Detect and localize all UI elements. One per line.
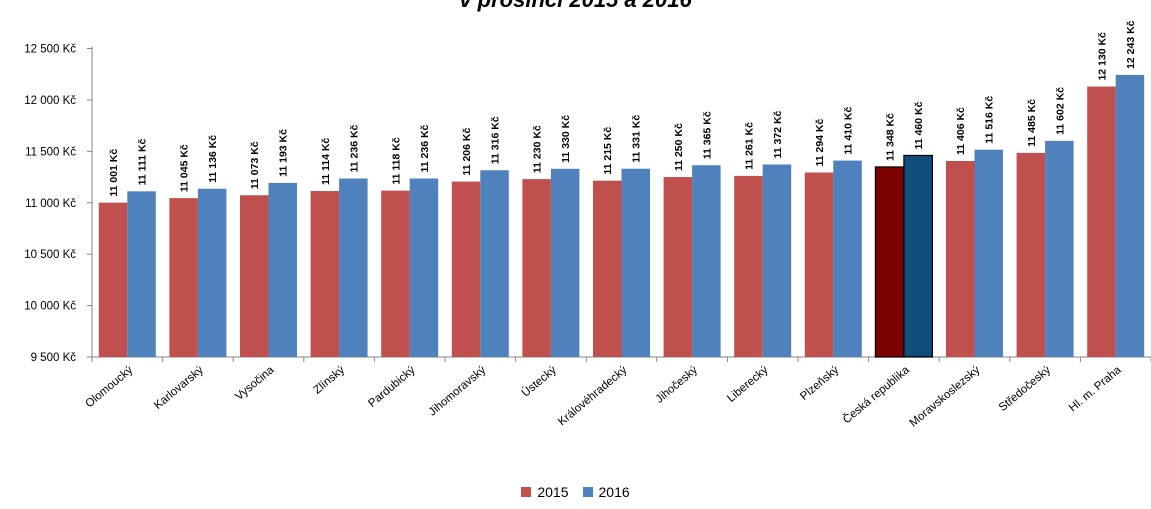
bar-2016[interactable] — [833, 160, 862, 357]
data-label-2015: 11 294 Kč — [814, 118, 826, 166]
bar-2015[interactable] — [946, 160, 975, 357]
data-label-2016: 11 602 Kč — [1054, 87, 1066, 135]
data-label-2016: 11 316 Kč — [490, 116, 502, 164]
category-label: Česká republika — [840, 363, 912, 426]
data-label-2016: 11 372 Kč — [772, 110, 784, 158]
data-label-2015: 11 215 Kč — [602, 127, 614, 175]
data-label-2015: 11 206 Kč — [461, 128, 473, 176]
data-label-2015: 11 001 Kč — [108, 149, 120, 197]
data-label-2015: 11 073 Kč — [249, 141, 261, 189]
legend-swatch-2015 — [521, 487, 532, 497]
y-tick-label: 12 500 Kč — [24, 44, 76, 56]
bar-2016[interactable] — [127, 191, 156, 357]
data-label-2016: 11 331 Kč — [631, 115, 643, 163]
bar-2015[interactable] — [1087, 86, 1116, 357]
bar-2016[interactable] — [692, 165, 721, 357]
bar-2015[interactable] — [240, 195, 269, 357]
bar-2016[interactable] — [762, 164, 792, 357]
category-label: Karlovarský — [152, 364, 206, 412]
category-label: Středočeský — [997, 364, 1053, 414]
legend-item-2015[interactable]: 2015 — [521, 484, 569, 500]
legend: 2015 2016 — [0, 484, 1151, 500]
bar-2016[interactable] — [197, 188, 227, 357]
data-label-2016: 11 136 Kč — [207, 135, 219, 183]
data-label-2015: 11 261 Kč — [743, 122, 755, 170]
data-label-2016: 12 243 Kč — [1125, 20, 1137, 69]
bar-2015[interactable] — [451, 181, 481, 357]
data-label-2015: 11 114 Kč — [320, 138, 332, 185]
legend-label-2015: 2015 — [537, 484, 569, 500]
bar-2016[interactable] — [480, 170, 509, 357]
bar-2015[interactable] — [310, 191, 340, 357]
category-label: Plzeňský — [798, 364, 841, 403]
bar-2015[interactable] — [522, 179, 551, 357]
bar-2015[interactable] — [734, 175, 763, 357]
legend-label-2016: 2016 — [598, 484, 630, 500]
y-tick-label: 12 000 Kč — [24, 95, 76, 107]
data-labels: 11 001 Kč 11 045 Kč 11 073 Kč 11 114 Kč 11 1… — [108, 20, 1137, 196]
legend-item-2016[interactable]: 2016 — [582, 484, 630, 500]
y-axis: 9 500 Kč 10 000 Kč 10 500 Kč 11 000 Kč 11 50… — [24, 44, 93, 364]
data-label-2015: 12 130 Kč — [1096, 32, 1108, 81]
bar-2016[interactable] — [903, 154, 934, 358]
data-label-2015: 11 250 Kč — [673, 123, 685, 171]
bar-2016[interactable] — [974, 149, 1004, 357]
bar-2015[interactable] — [593, 180, 622, 357]
category-label: Zlínský — [311, 364, 347, 397]
bar-2016[interactable] — [1115, 74, 1145, 358]
data-label-2015: 11 348 Kč — [885, 113, 897, 161]
data-label-2016: 11 193 Kč — [278, 129, 290, 177]
data-label-2015: 11 045 Kč — [179, 144, 191, 192]
bar-2016[interactable] — [621, 168, 651, 357]
category-label: Hl. m. Praha — [1067, 364, 1124, 415]
category-label: Ústecký — [519, 363, 559, 399]
chart-title: v prosinci 2015 a 2016 — [0, 0, 1151, 13]
bar-2016[interactable] — [1045, 140, 1074, 357]
bar-2016[interactable] — [409, 178, 439, 357]
data-label-2016: 11 516 Kč — [984, 96, 996, 144]
data-label-2016: 11 236 Kč — [348, 124, 360, 172]
category-label: Královéhradecký — [556, 364, 630, 428]
bar-2016[interactable] — [268, 182, 298, 357]
bar-chart: 9 500 Kč 10 000 Kč 10 500 Kč 11 000 Kč 11 50… — [24, 20, 1151, 430]
category-label: Vysočina — [233, 364, 277, 403]
y-tick-label: 9 500 Kč — [31, 352, 77, 364]
y-tick-label: 10 000 Kč — [24, 301, 76, 313]
category-label: Jihomoravský — [427, 364, 489, 419]
data-label-2016: 11 365 Kč — [701, 111, 713, 159]
category-label: Moravskoslezský — [908, 364, 983, 430]
data-label-2016: 11 460 Kč — [913, 101, 925, 149]
data-label-2016: 11 330 Kč — [560, 115, 572, 163]
data-label-2016: 11 111 Kč — [137, 138, 149, 185]
data-label-2015: 11 485 Kč — [1026, 99, 1038, 147]
data-label-2015: 11 118 Kč — [390, 137, 402, 184]
bar-2015[interactable] — [663, 177, 693, 357]
legend-swatch-2016 — [582, 487, 593, 497]
y-tick-label: 11 000 Kč — [25, 198, 76, 210]
bar-2016[interactable] — [339, 178, 368, 357]
y-tick-label: 11 500 Kč — [25, 146, 76, 158]
bar-2015[interactable] — [169, 198, 198, 357]
category-label: Olomoucký — [83, 364, 135, 410]
x-axis: Olomoucký Karlovarský Vysočina Zlínský Pardu… — [83, 356, 1151, 430]
bar-2015[interactable] — [1016, 152, 1046, 357]
bar-2015[interactable] — [98, 202, 128, 357]
data-label-2015: 11 406 Kč — [955, 107, 967, 155]
data-label-2015: 11 230 Kč — [532, 125, 544, 173]
y-tick-label: 10 500 Kč — [24, 249, 76, 261]
category-label: Liberecký — [725, 364, 771, 405]
bar-2015[interactable] — [381, 190, 410, 357]
bar-2015[interactable] — [804, 172, 834, 357]
data-label-2016: 11 236 Kč — [419, 124, 431, 172]
bar-2016[interactable] — [550, 168, 580, 357]
bars — [98, 74, 1145, 358]
category-label: Jihočeský — [654, 364, 701, 406]
bar-2015[interactable] — [874, 166, 905, 358]
category-label: Pardubický — [366, 364, 417, 410]
data-label-2016: 11 410 Kč — [843, 107, 855, 155]
